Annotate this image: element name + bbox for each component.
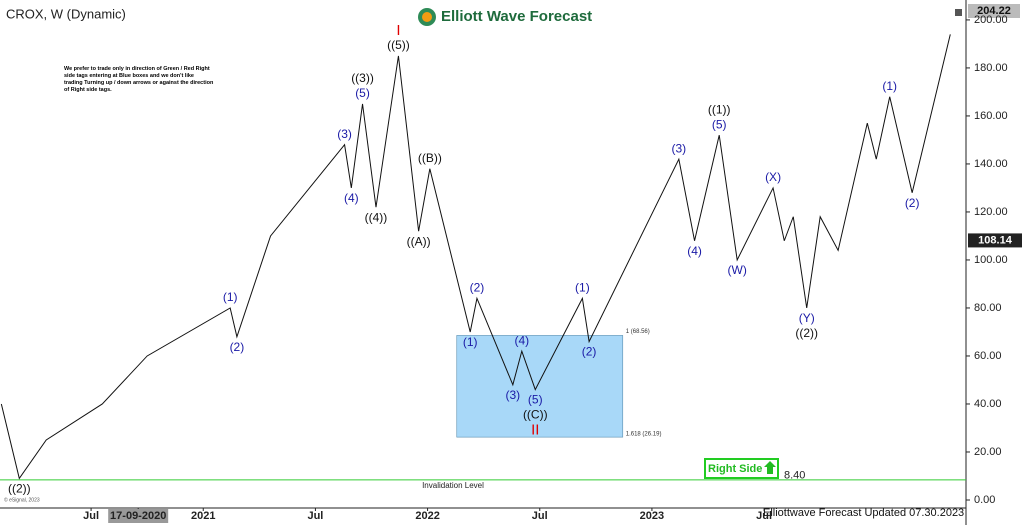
y-tick-label: 40.00 (974, 398, 1002, 410)
footer: Elliottwave Forecast Updated 07.30.2023 (763, 507, 964, 519)
invalidation-label: Invalidation Level (422, 481, 484, 490)
y-tick-label: 180.00 (974, 62, 1008, 74)
wave-label: (1) (575, 281, 590, 295)
wave-label: (3) (506, 388, 521, 402)
wave-label: (1) (223, 290, 238, 304)
x-tick-label: 17-09-2020 (110, 510, 166, 522)
x-tick-label: Jul (756, 510, 772, 522)
wave-label: (5) (355, 86, 370, 100)
box-bottom-label: 1.618 (26.19) (626, 432, 662, 438)
y-tick-label: 80.00 (974, 302, 1002, 314)
wave-label: (4) (514, 333, 529, 347)
last-price: 108.14 (978, 234, 1013, 246)
wave-label: (2) (582, 345, 597, 359)
wave-label: (Y) (799, 311, 815, 325)
wave-label: ((C)) (523, 408, 548, 422)
wave-label: II (531, 422, 539, 439)
wave-label: ((1)) (708, 102, 731, 116)
wave-label: (3) (337, 127, 352, 141)
x-tick-highlight (108, 509, 169, 523)
right-side-arrow (764, 461, 776, 474)
x-tick-label: Jul (83, 510, 99, 522)
blue-box (456, 335, 624, 438)
invalidation-value: 8.40 (784, 470, 805, 482)
wave-label: ((A)) (407, 234, 431, 248)
wave-label: (2) (230, 340, 245, 354)
y-tick-label: 0.00 (974, 494, 995, 506)
y-tick-label: 100.00 (974, 254, 1008, 266)
y-tick-label: 160.00 (974, 110, 1008, 122)
x-tick-label: 2023 (640, 510, 664, 522)
right-side-label: Right Side (708, 463, 762, 475)
y-tick-label: 20.00 (974, 446, 1002, 458)
wave-label: (X) (765, 170, 781, 184)
wave-label: ((3)) (351, 71, 374, 85)
last-price-tag (968, 233, 1022, 248)
y-tick-label: 140.00 (974, 158, 1008, 170)
wave-label: ((2)) (8, 482, 31, 496)
note: We prefer to trade only in direction of … (64, 66, 214, 93)
price-line (0, 55, 785, 480)
wave-label: I (396, 22, 400, 39)
icon (955, 9, 962, 16)
wave-label: ((2)) (795, 326, 818, 340)
box-top-label: 1 (68.56) (626, 329, 650, 335)
wave-label: ((4)) (365, 210, 388, 224)
wave-label: (2) (905, 196, 920, 210)
wave-label: (1) (463, 335, 478, 349)
right-side-tag (704, 458, 779, 479)
y-tick-label: 200.00 (974, 14, 1008, 26)
wave-label: ((B)) (418, 151, 442, 165)
x-tick-label: 2021 (191, 510, 215, 522)
wave-label: (1) (882, 79, 897, 93)
logo-icon-inner (422, 12, 432, 22)
logo-text: Elliott Wave Forecast (441, 8, 592, 25)
wave-label: (4) (344, 191, 359, 205)
y-tick-label: 120.00 (974, 206, 1008, 218)
wave-label: (2) (470, 281, 485, 295)
wave-label: ((5)) (387, 38, 410, 52)
wave-label: (5) (528, 393, 543, 407)
chart-title: CROX, W (Dynamic) (6, 6, 126, 21)
x-tick-label: Jul (307, 510, 323, 522)
top-price-tag (968, 4, 1020, 18)
price-line (783, 34, 951, 309)
x-tick-label: Jul (532, 510, 548, 522)
wave-label: (3) (672, 141, 687, 155)
wave-label: (4) (687, 244, 702, 258)
y-tick-label: 60.00 (974, 350, 1002, 362)
top-price: 204.22 (977, 5, 1011, 17)
wave-label: (W) (728, 263, 747, 277)
copyright: © eSignal, 2023 (4, 496, 40, 503)
wave-label: (5) (712, 117, 727, 131)
x-tick-label: 2022 (415, 510, 439, 522)
